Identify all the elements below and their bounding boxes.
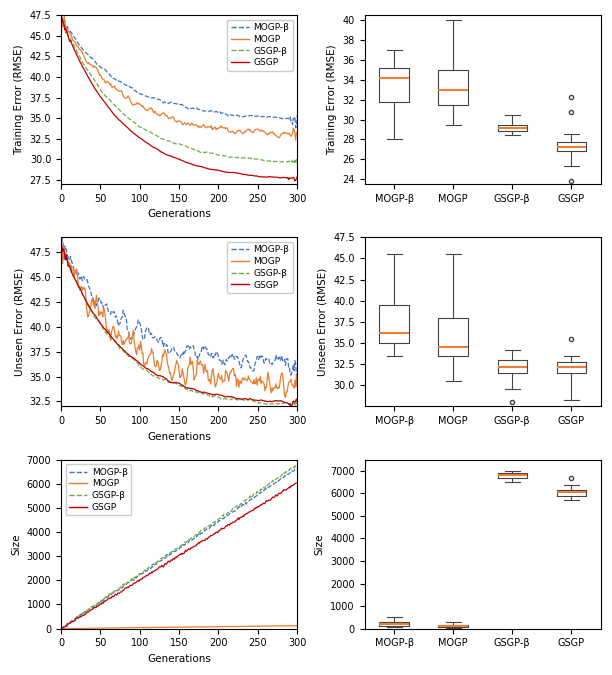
Y-axis label: Unseen Error (RMSE): Unseen Error (RMSE) bbox=[318, 268, 328, 376]
Y-axis label: Size: Size bbox=[11, 533, 21, 555]
Legend: MOGP-β, MOGP, GSGP-β, GSGP: MOGP-β, MOGP, GSGP-β, GSGP bbox=[227, 20, 293, 71]
Y-axis label: Training Error (RMSE): Training Error (RMSE) bbox=[327, 45, 337, 155]
Y-axis label: Unseen Error (RMSE): Unseen Error (RMSE) bbox=[14, 268, 24, 376]
X-axis label: Generations: Generations bbox=[147, 209, 211, 219]
Legend: MOGP-β, MOGP, GSGP-β, GSGP: MOGP-β, MOGP, GSGP-β, GSGP bbox=[65, 464, 131, 516]
X-axis label: Generations: Generations bbox=[147, 432, 211, 441]
X-axis label: Generations: Generations bbox=[147, 654, 211, 664]
Y-axis label: Size: Size bbox=[315, 533, 325, 555]
Legend: MOGP-β, MOGP, GSGP-β, GSGP: MOGP-β, MOGP, GSGP-β, GSGP bbox=[227, 242, 293, 293]
Y-axis label: Training Error (RMSE): Training Error (RMSE) bbox=[14, 45, 24, 155]
